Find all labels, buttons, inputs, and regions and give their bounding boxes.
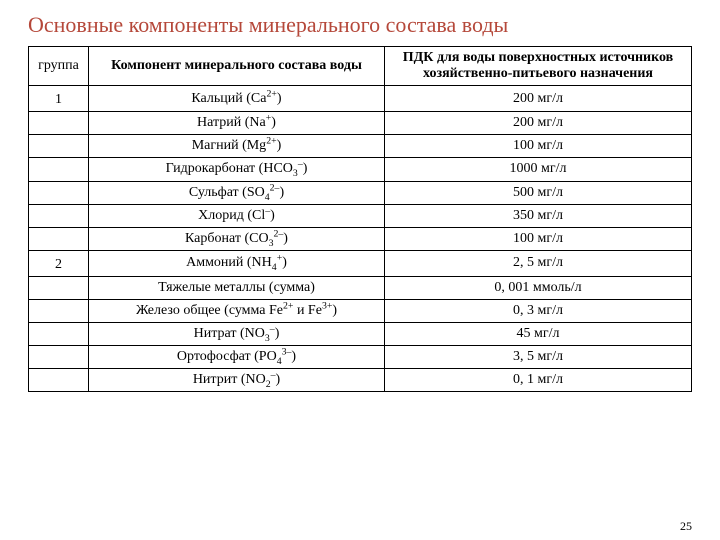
table-row: Тяжелые металлы (сумма)0, 001 ммоль/л xyxy=(29,276,692,299)
col-header-component: Компонент минерального состава воды xyxy=(89,47,385,86)
cell-pdk: 0, 1 мг/л xyxy=(385,369,692,392)
cell-component: Нитрат (NO3–) xyxy=(89,323,385,346)
table-row: Сульфат (SO42–)500 мг/л xyxy=(29,181,692,204)
table-row: Нитрат (NO3–)45 мг/л xyxy=(29,323,692,346)
cell-component: Магний (Mg2+) xyxy=(89,135,385,158)
table-row: Нитрит (NO2–)0, 1 мг/л xyxy=(29,369,692,392)
cell-group xyxy=(29,181,89,204)
mineral-table: группа Компонент минерального состава во… xyxy=(28,46,692,392)
cell-pdk: 500 мг/л xyxy=(385,181,692,204)
cell-component: Сульфат (SO42–) xyxy=(89,181,385,204)
table-row: Карбонат (CO32–)100 мг/л xyxy=(29,227,692,250)
table-row: Хлорид (Cl–)350 мг/л xyxy=(29,204,692,227)
cell-group xyxy=(29,346,89,369)
cell-component: Тяжелые металлы (сумма) xyxy=(89,276,385,299)
cell-component: Кальций (Ca2+) xyxy=(89,86,385,112)
page-number: 25 xyxy=(680,519,692,534)
table-row: 2Аммоний (NH4+)2, 5 мг/л xyxy=(29,250,692,276)
col-header-group: группа xyxy=(29,47,89,86)
col-header-pdk: ПДК для воды поверхностных источников хо… xyxy=(385,47,692,86)
cell-component: Нитрит (NO2–) xyxy=(89,369,385,392)
cell-component: Железо общее (сумма Fe2+ и Fe3+) xyxy=(89,300,385,323)
table-row: Железо общее (сумма Fe2+ и Fe3+)0, 3 мг/… xyxy=(29,300,692,323)
table-row: Натрий (Na+)200 мг/л xyxy=(29,112,692,135)
slide-title: Основные компоненты минерального состава… xyxy=(28,12,692,38)
cell-pdk: 100 мг/л xyxy=(385,227,692,250)
cell-pdk: 200 мг/л xyxy=(385,112,692,135)
cell-component: Хлорид (Cl–) xyxy=(89,204,385,227)
cell-group: 1 xyxy=(29,86,89,112)
table-row: Гидрокарбонат (HCO3–)1000 мг/л xyxy=(29,158,692,181)
cell-group xyxy=(29,135,89,158)
cell-group xyxy=(29,158,89,181)
cell-group xyxy=(29,369,89,392)
cell-pdk: 2, 5 мг/л xyxy=(385,250,692,276)
cell-component: Аммоний (NH4+) xyxy=(89,250,385,276)
cell-pdk: 350 мг/л xyxy=(385,204,692,227)
cell-group: 2 xyxy=(29,250,89,276)
table-row: Ортофосфат (PO43–)3, 5 мг/л xyxy=(29,346,692,369)
table-row: Магний (Mg2+)100 мг/л xyxy=(29,135,692,158)
cell-component: Натрий (Na+) xyxy=(89,112,385,135)
cell-group xyxy=(29,300,89,323)
cell-pdk: 100 мг/л xyxy=(385,135,692,158)
cell-group xyxy=(29,227,89,250)
table-header-row: группа Компонент минерального состава во… xyxy=(29,47,692,86)
cell-group xyxy=(29,204,89,227)
cell-pdk: 45 мг/л xyxy=(385,323,692,346)
cell-component: Карбонат (CO32–) xyxy=(89,227,385,250)
table-row: 1Кальций (Ca2+)200 мг/л xyxy=(29,86,692,112)
cell-pdk: 1000 мг/л xyxy=(385,158,692,181)
cell-group xyxy=(29,276,89,299)
cell-component: Ортофосфат (PO43–) xyxy=(89,346,385,369)
cell-pdk: 0, 001 ммоль/л xyxy=(385,276,692,299)
cell-group xyxy=(29,112,89,135)
cell-pdk: 0, 3 мг/л xyxy=(385,300,692,323)
cell-group xyxy=(29,323,89,346)
cell-pdk: 200 мг/л xyxy=(385,86,692,112)
cell-component: Гидрокарбонат (HCO3–) xyxy=(89,158,385,181)
cell-pdk: 3, 5 мг/л xyxy=(385,346,692,369)
